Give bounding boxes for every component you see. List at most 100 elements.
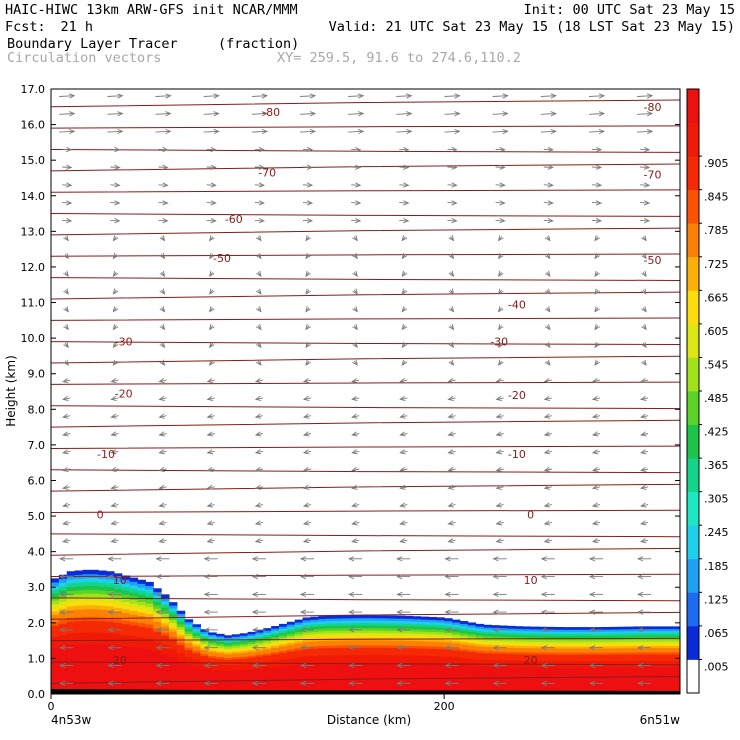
tracer-cell [530, 653, 540, 657]
tracer-cell [334, 657, 343, 661]
tracer-cell [585, 658, 595, 662]
tracer-cell [632, 683, 642, 687]
tracer-cell [381, 630, 390, 634]
tracer-cell [632, 626, 642, 630]
tracer-cell [451, 680, 461, 683]
tracer-cell [192, 654, 201, 658]
wind-vector [497, 522, 504, 524]
tracer-cell [58, 630, 68, 635]
tracer-cell [113, 682, 123, 688]
tracer-cell [373, 654, 382, 658]
tracer-cell [459, 650, 469, 654]
tracer-cell [184, 654, 194, 658]
tracer-cell [200, 649, 209, 653]
tracer-cell [420, 635, 429, 639]
tracer-cell [514, 641, 524, 644]
tracer-cell [507, 655, 516, 659]
tracer-cell [318, 633, 327, 637]
tracer-cell [216, 648, 225, 652]
tracer-cell [459, 671, 469, 675]
wind-vector [208, 398, 215, 400]
tracer-cell [632, 672, 642, 676]
tracer-cell [656, 664, 665, 668]
tracer-cell [444, 656, 453, 660]
tracer-cell [640, 630, 650, 634]
wind-vector [447, 220, 457, 221]
tracer-cell [90, 647, 99, 652]
tracer-cell [656, 639, 665, 642]
tracer-cell [184, 621, 194, 625]
tracer-cell [176, 660, 186, 664]
tracer-cell [326, 645, 335, 649]
tracer-cell [554, 635, 563, 639]
tracer-cell [656, 649, 665, 653]
wind-vector [593, 380, 601, 382]
tracer-cell [428, 628, 437, 632]
tracer-cell [396, 625, 406, 629]
contour-label: -60 [225, 213, 243, 226]
tracer-cell [554, 656, 563, 660]
tracer-cell [326, 654, 335, 658]
tracer-cell [192, 667, 201, 671]
tracer-cell [451, 673, 461, 676]
tracer-cell [279, 634, 288, 638]
tracer-cell [247, 678, 257, 682]
tracer-cell [577, 639, 587, 643]
tracer-cell [601, 656, 610, 660]
tracer-cell [436, 672, 445, 676]
tracer-cell [514, 657, 524, 661]
tracer-cell [672, 666, 680, 670]
tracer-cell [192, 641, 201, 645]
tracer-cell [451, 675, 461, 679]
tracer-cell [161, 656, 170, 661]
tracer-cell [672, 683, 680, 687]
tracer-cell [66, 655, 76, 661]
tracer-cell [334, 625, 343, 629]
tracer-cell [310, 669, 319, 673]
tracer-cell [302, 639, 312, 642]
isotherm-line [51, 611, 680, 620]
tracer-cell [74, 659, 84, 664]
tracer-cell [223, 637, 233, 640]
tracer-cell [98, 570, 107, 575]
tracer-cell [161, 622, 170, 627]
tracer-cell [412, 625, 422, 629]
wind-vector [306, 308, 309, 312]
tracer-cell [271, 657, 280, 661]
tracer-cell [389, 684, 398, 688]
tracer-cell [436, 638, 445, 642]
tracer-cell [341, 664, 351, 668]
tracer-cell [428, 655, 437, 659]
tracer-cell [554, 673, 563, 676]
tracer-cell [200, 643, 209, 647]
tracer-cell [129, 624, 139, 630]
tracer-cell [507, 664, 516, 667]
tracer-cell [255, 648, 264, 651]
wind-vector [399, 203, 408, 204]
tracer-cell [554, 668, 563, 672]
tracer-cell [499, 636, 508, 639]
tracer-cell [365, 659, 374, 663]
isotherm-line [51, 189, 680, 193]
tracer-cell [617, 681, 626, 685]
tracer-cell [475, 634, 485, 638]
tracer-cell [90, 612, 99, 617]
wind-vector [206, 167, 216, 168]
tracer-cell [318, 628, 327, 632]
tracer-cell [483, 642, 492, 645]
tracer-cell [530, 651, 540, 655]
tracer-cell [51, 657, 60, 663]
tracer-cell [672, 630, 680, 634]
wind-vector [402, 272, 405, 276]
y-tick-label: 4.0 [28, 546, 46, 559]
tracer-cell [294, 624, 304, 628]
tracer-cell [569, 627, 579, 630]
tracer-cell [664, 653, 673, 657]
tracer-cell [554, 650, 563, 653]
tracer-cell [216, 654, 225, 658]
wind-vector [351, 220, 360, 221]
tracer-cell [90, 581, 99, 586]
tracer-cell [483, 668, 492, 671]
tracer-cell [247, 668, 257, 672]
tracer-cell [428, 619, 437, 623]
